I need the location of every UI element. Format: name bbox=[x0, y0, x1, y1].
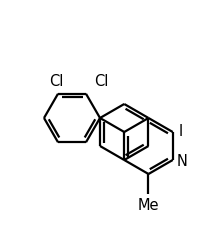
Text: I: I bbox=[179, 123, 183, 138]
Text: Cl: Cl bbox=[94, 73, 108, 88]
Text: Me: Me bbox=[138, 197, 159, 212]
Text: N: N bbox=[177, 153, 188, 168]
Text: Cl: Cl bbox=[49, 73, 63, 88]
